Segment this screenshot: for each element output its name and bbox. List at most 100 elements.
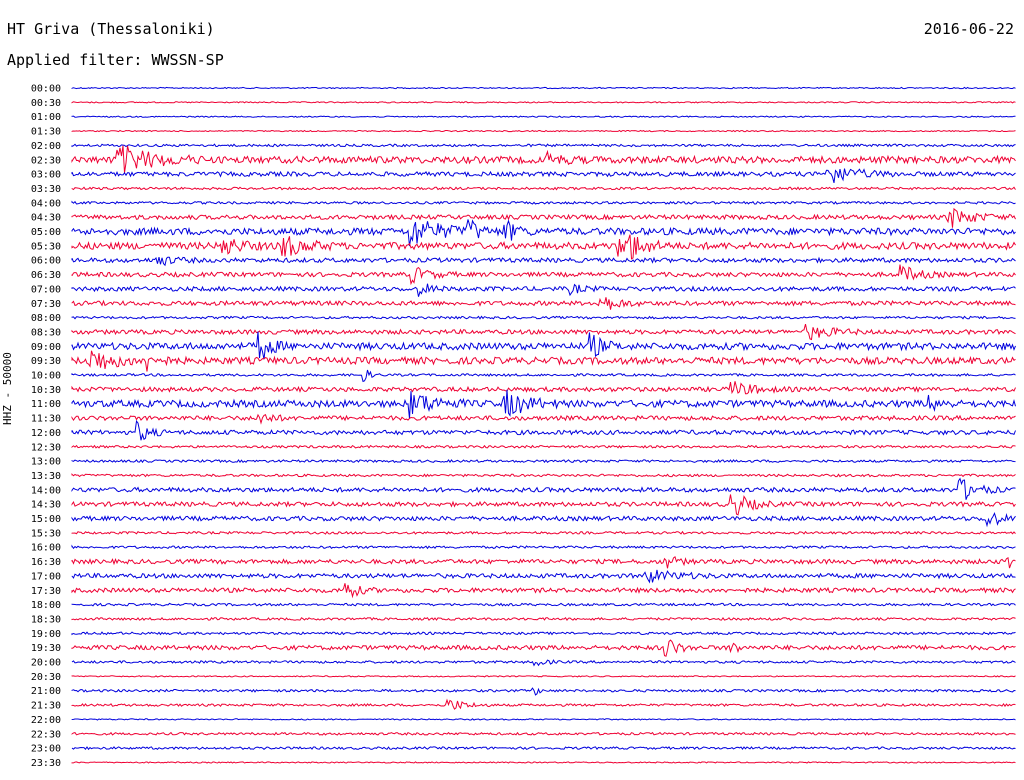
trace-1900 xyxy=(71,631,1016,636)
trace-1530 xyxy=(71,530,1016,535)
trace-1830 xyxy=(71,616,1016,622)
trace-2200 xyxy=(71,718,1016,721)
time-label: 13:30 xyxy=(31,471,61,482)
time-label: 01:30 xyxy=(31,127,61,138)
time-label: 20:00 xyxy=(31,658,61,669)
trace-1030 xyxy=(71,381,1016,395)
trace-1730 xyxy=(71,583,1016,599)
trace-2330 xyxy=(71,761,1016,764)
time-label: 18:30 xyxy=(31,614,61,625)
trace-1930 xyxy=(71,639,1016,657)
time-label: 21:30 xyxy=(31,701,61,712)
trace-2130 xyxy=(71,698,1016,710)
trace-1400 xyxy=(71,477,1016,500)
trace-0400 xyxy=(71,200,1016,205)
trace-0000 xyxy=(71,86,1016,90)
time-label: 11:00 xyxy=(31,399,61,410)
time-label: 00:30 xyxy=(31,98,61,109)
trace-1430 xyxy=(71,494,1016,516)
time-label: 19:00 xyxy=(31,629,61,640)
trace-1700 xyxy=(71,569,1016,584)
time-label: 13:00 xyxy=(31,457,61,468)
time-label: 23:00 xyxy=(31,744,61,755)
time-label: 08:00 xyxy=(31,313,61,324)
time-label: 05:00 xyxy=(31,227,61,238)
trace-0700 xyxy=(71,283,1016,297)
time-label: 10:30 xyxy=(31,385,61,396)
time-label: 06:30 xyxy=(31,270,61,281)
trace-0100 xyxy=(71,115,1016,118)
trace-0800 xyxy=(71,315,1016,320)
time-label: 04:00 xyxy=(31,198,61,209)
trace-2000 xyxy=(71,659,1016,667)
trace-2230 xyxy=(71,731,1016,736)
trace-0030 xyxy=(71,101,1016,104)
station-title: HT Griva (Thessaloniki) xyxy=(7,20,215,38)
date-label: 2016-06-22 xyxy=(923,20,1014,38)
time-label: 18:00 xyxy=(31,600,61,611)
trace-1300 xyxy=(71,459,1016,464)
trace-0500 xyxy=(71,219,1016,247)
time-label: 12:30 xyxy=(31,442,61,453)
time-label: 03:30 xyxy=(31,184,61,195)
time-label: 07:00 xyxy=(31,284,61,295)
trace-1230 xyxy=(71,444,1016,449)
trace-2300 xyxy=(71,746,1016,751)
traces xyxy=(71,86,1016,764)
trace-0200 xyxy=(71,143,1016,148)
time-label: 23:30 xyxy=(31,758,61,769)
trace-0430 xyxy=(71,207,1016,228)
time-label: 02:00 xyxy=(31,141,61,152)
trace-1800 xyxy=(71,602,1016,607)
time-label: 16:30 xyxy=(31,557,61,568)
trace-1000 xyxy=(71,369,1016,383)
time-label: 22:00 xyxy=(31,715,61,726)
time-label: 06:00 xyxy=(31,256,61,267)
trace-1600 xyxy=(71,544,1016,550)
trace-0630 xyxy=(71,264,1016,286)
time-label: 12:00 xyxy=(31,428,61,439)
time-label: 14:30 xyxy=(31,500,61,511)
trace-0730 xyxy=(71,297,1016,310)
time-label: 15:30 xyxy=(31,528,61,539)
time-label: 02:30 xyxy=(31,155,61,166)
time-label: 16:00 xyxy=(31,543,61,554)
time-label: 05:30 xyxy=(31,241,61,252)
time-label: 08:30 xyxy=(31,327,61,338)
trace-0600 xyxy=(71,256,1016,267)
trace-2100 xyxy=(71,687,1016,696)
time-label: 15:00 xyxy=(31,514,61,525)
time-label: 00:00 xyxy=(31,84,61,95)
time-labels: 00:00 00:30 01:00 01:30 02:00 02:30 03:00 03:30… xyxy=(31,84,61,769)
time-label: 09:00 xyxy=(31,342,61,353)
time-label: 03:00 xyxy=(31,170,61,181)
trace-0830 xyxy=(71,323,1016,341)
trace-1500 xyxy=(71,512,1016,528)
time-label: 17:30 xyxy=(31,586,61,597)
trace-0900 xyxy=(71,331,1016,360)
trace-1330 xyxy=(71,473,1016,478)
time-label: 22:30 xyxy=(31,729,61,740)
time-label: 14:00 xyxy=(31,485,61,496)
time-label: 07:30 xyxy=(31,299,61,310)
trace-1630 xyxy=(71,555,1016,569)
trace-0330 xyxy=(71,186,1016,191)
time-label: 20:30 xyxy=(31,672,61,683)
trace-1130 xyxy=(71,413,1016,425)
trace-1100 xyxy=(71,389,1016,419)
trace-0130 xyxy=(71,129,1016,133)
trace-0930 xyxy=(71,350,1016,372)
time-label: 10:00 xyxy=(31,371,61,382)
trace-0300 xyxy=(71,168,1016,184)
time-label: 04:30 xyxy=(31,213,61,224)
time-label: 21:00 xyxy=(31,686,61,697)
time-label: 19:30 xyxy=(31,643,61,654)
time-label: 09:30 xyxy=(31,356,61,367)
trace-1200 xyxy=(71,419,1016,441)
time-label: 17:00 xyxy=(31,571,61,582)
trace-0530 xyxy=(71,234,1016,260)
trace-0230 xyxy=(71,145,1016,173)
trace-2030 xyxy=(71,675,1016,678)
filter-label: Applied filter: WWSSN-SP xyxy=(7,51,224,69)
